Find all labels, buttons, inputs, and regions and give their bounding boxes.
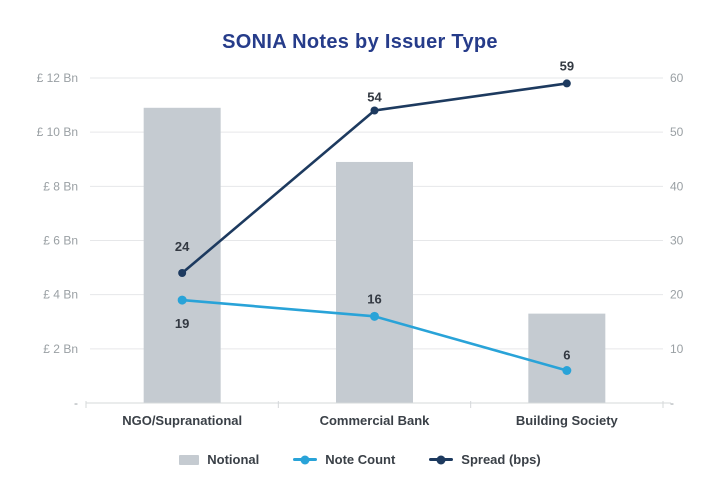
right-axis-label: 60 [670, 71, 684, 85]
category-label: Commercial Bank [320, 413, 431, 428]
right-axis-label: 50 [670, 125, 684, 139]
category-label: NGO/Supranational [122, 413, 242, 428]
data-label: 54 [367, 90, 382, 105]
legend-label-notional: Notional [207, 452, 260, 467]
left-axis-label: £ 2 Bn [43, 342, 78, 356]
point-note-count [562, 366, 572, 375]
left-axis-label: £ 12 Bn [37, 71, 78, 85]
left-axis-label: - [74, 396, 78, 410]
spread-line-dot-icon [429, 458, 454, 461]
right-axis-label: - [670, 396, 674, 410]
left-axis-label: £ 8 Bn [43, 179, 78, 193]
point-spread-bps- [370, 106, 379, 115]
chart-title: SONIA Notes by Issuer Type [222, 31, 498, 53]
right-axis-label: 20 [670, 288, 684, 302]
bar-notional [528, 313, 606, 403]
data-label: 19 [175, 316, 189, 331]
legend-item-notional: Notional [179, 452, 259, 467]
chart-legend: Notional Note Count Spread (bps) [0, 452, 720, 467]
legend-label-note-count: Note Count [325, 452, 396, 467]
left-axis-label: £ 6 Bn [43, 234, 78, 248]
data-label: 6 [563, 348, 570, 363]
legend-item-note-count: Note Count [293, 452, 395, 467]
data-label: 16 [367, 291, 381, 306]
right-axis-label: 10 [670, 342, 684, 356]
legend-label-spread: Spread (bps) [461, 452, 541, 467]
notional-swatch-icon [179, 454, 200, 465]
left-axis-label: £ 4 Bn [43, 288, 78, 302]
left-axis-label: £ 10 Bn [37, 125, 78, 139]
data-label: 24 [175, 239, 190, 254]
right-axis-label: 40 [670, 179, 684, 193]
bar-notional [143, 107, 221, 404]
point-spread-bps- [178, 269, 187, 277]
point-note-count [370, 311, 379, 321]
category-label: Building Society [516, 413, 619, 428]
point-note-count [177, 295, 187, 305]
point-spread-bps- [562, 79, 571, 88]
bar-notional [336, 161, 413, 403]
note-count-line-dot-icon [293, 458, 318, 461]
legend-item-spread: Spread (bps) [429, 452, 541, 467]
data-label: 59 [560, 58, 574, 73]
right-axis-label: 30 [670, 234, 684, 248]
